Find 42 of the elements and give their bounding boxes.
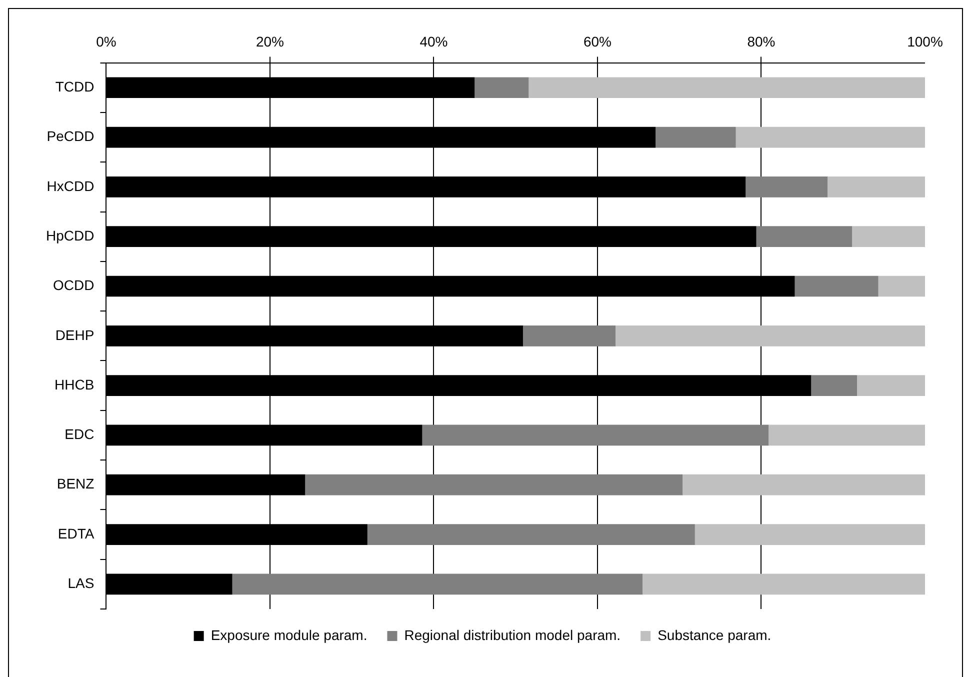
bar xyxy=(305,474,683,496)
y-tick-label: DEHP xyxy=(55,326,94,343)
bar xyxy=(878,276,925,297)
bar xyxy=(367,524,695,545)
x-tick-label: 80% xyxy=(747,33,776,50)
bar xyxy=(794,276,878,297)
x-tick-label: 100% xyxy=(907,33,943,50)
y-tick-label: LAS xyxy=(68,575,94,592)
bar xyxy=(528,77,925,98)
y-tick-label: EDC xyxy=(64,426,94,442)
x-tick-label: 60% xyxy=(583,33,612,50)
y-tick-label: HxCDD xyxy=(46,178,94,194)
bar xyxy=(656,126,736,148)
bar xyxy=(232,574,643,595)
bar xyxy=(422,424,769,446)
y-tick-label: OCDD xyxy=(52,277,94,294)
x-tick-label: 0% xyxy=(96,33,116,50)
bar xyxy=(694,524,925,545)
y-tick-label: PeCDD xyxy=(46,128,94,144)
bar xyxy=(768,424,925,446)
x-tick-label: 20% xyxy=(256,33,284,50)
y-tick-label: TCDD xyxy=(55,78,94,94)
bar xyxy=(811,375,858,396)
bar xyxy=(756,226,852,248)
y-tick-label: HHCB xyxy=(54,376,94,392)
bar xyxy=(616,325,925,346)
bar xyxy=(852,226,925,248)
bar xyxy=(642,574,925,595)
legend-label: Exposure module param. xyxy=(210,626,368,643)
legend-label: Substance param. xyxy=(658,626,772,643)
y-tick-label: EDTA xyxy=(58,525,95,542)
bar xyxy=(474,77,529,98)
legend-label: Regional distribution model param. xyxy=(404,626,621,643)
x-tick-label: 40% xyxy=(420,33,448,50)
y-tick-label: BENZ xyxy=(56,476,95,492)
bar xyxy=(857,375,925,396)
bar xyxy=(682,474,925,496)
bar xyxy=(746,176,828,198)
bar xyxy=(522,325,616,346)
bar xyxy=(736,126,925,148)
bar xyxy=(828,176,925,198)
y-tick-label: HpCDD xyxy=(46,227,94,244)
